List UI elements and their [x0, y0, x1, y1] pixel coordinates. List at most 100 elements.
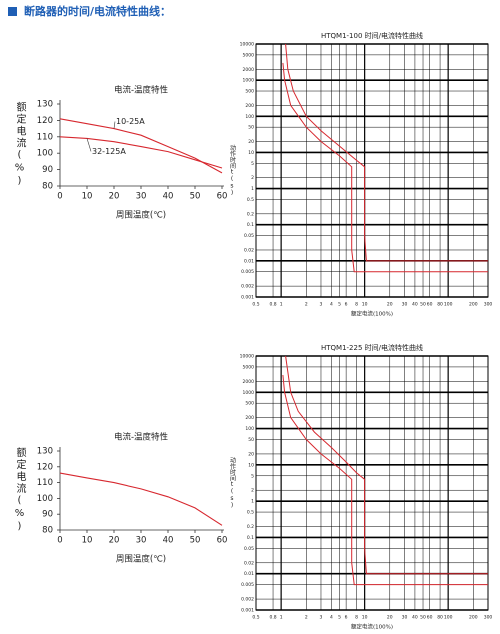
y-tick-label: 0.02: [244, 560, 254, 566]
y-tick-label: 0.5: [247, 510, 254, 516]
y-tick-label: 0.1: [247, 535, 254, 541]
x-tick-label: 200: [469, 302, 478, 308]
y-tick-label: 100: [37, 149, 53, 159]
y-axis-label: 动作时间t(s): [229, 145, 236, 197]
y-tick-label: 100: [245, 114, 254, 120]
curve: [59, 118, 223, 174]
y-tick-label: 0.005: [241, 269, 254, 275]
y-axis-label: 动作时间t(s): [229, 457, 236, 509]
x-tick-label: 40: [412, 302, 418, 308]
x-tick-label: 0.5: [252, 615, 259, 621]
title-bullet: [8, 7, 17, 16]
x-tick-label: 10: [82, 192, 93, 202]
x-tick-label: 10: [82, 536, 93, 546]
y-tick-label: 90: [42, 165, 53, 175]
y-tick-label: 100: [37, 494, 53, 504]
y-tick-label: 0.1: [247, 222, 254, 228]
x-tick-label: 0.5: [252, 302, 259, 308]
curve: [285, 355, 488, 575]
x-tick-label: 8: [355, 302, 358, 308]
x-tick-label: 60: [427, 615, 433, 621]
curve: [59, 136, 223, 169]
y-tick-label: 5000: [243, 52, 255, 58]
x-tick-label: 2: [305, 615, 308, 621]
x-tick-label: 300: [484, 302, 493, 308]
x-tick-label: 40: [163, 192, 174, 202]
y-tick-label: 1: [251, 186, 254, 192]
x-tick-label: 30: [136, 536, 147, 546]
y-tick-label: 50: [248, 125, 254, 131]
x-tick-label: 300: [484, 615, 493, 621]
y-tick-label: 120: [37, 116, 53, 126]
y-tick-label: 10: [248, 462, 254, 468]
x-tick-label: 1: [280, 615, 283, 621]
y-tick-label: 20: [248, 451, 254, 457]
x-tick-label: 30: [402, 615, 408, 621]
x-tick-label: 8: [355, 615, 358, 621]
x-tick-label: 50: [420, 615, 426, 621]
y-tick-label: 200: [245, 103, 254, 109]
y-tick-label: 20: [248, 139, 254, 145]
y-tick-label: 2000: [243, 379, 255, 385]
x-axis-label: 额定电流(100%): [351, 310, 393, 318]
y-tick-label: 0.2: [247, 524, 254, 530]
x-tick-label: 60: [427, 302, 433, 308]
x-tick-label: 40: [412, 615, 418, 621]
y-tick-label: 0.05: [244, 233, 254, 239]
x-axis-label: 额定电流(100%): [351, 623, 393, 631]
x-tick-label: 0.8: [269, 302, 276, 308]
x-tick-label: 6: [345, 615, 348, 621]
series-label: 10-25A: [116, 117, 145, 126]
chart-title: HTQM1-225 时间/电流特性曲线: [321, 343, 423, 352]
x-tick-label: 10: [362, 615, 368, 621]
x-tick-label: 50: [190, 192, 201, 202]
plot-area: [255, 355, 489, 611]
y-tick-label: 0.01: [244, 258, 254, 264]
y-tick-label: 0.002: [241, 597, 254, 603]
y-tick-label: 0.001: [241, 295, 254, 301]
y-tick-label: 2000: [243, 67, 255, 73]
y-tick-label: 90: [42, 510, 53, 520]
y-tick-label: 10000: [240, 42, 254, 48]
y-tick-label: 0.2: [247, 211, 254, 217]
y-tick-label: 130: [37, 100, 53, 110]
x-tick-label: 30: [402, 302, 408, 308]
x-tick-label: 20: [109, 536, 120, 546]
x-tick-label: 3: [320, 615, 323, 621]
x-tick-label: 50: [190, 536, 201, 546]
x-tick-label: 1: [280, 302, 283, 308]
x-tick-label: 30: [136, 192, 147, 202]
y-tick-label: 80: [42, 182, 53, 192]
x-tick-label: 5: [338, 302, 341, 308]
leader-line: [86, 138, 92, 152]
y-tick-label: 0.02: [244, 247, 254, 253]
chart-title: HTQM1-100 时间/电流特性曲线: [321, 31, 423, 40]
x-tick-label: 20: [109, 192, 120, 202]
y-axis-label: 额定电流(%): [14, 100, 26, 188]
y-tick-label: 1000: [243, 390, 255, 396]
chart-title: 电流-温度特性: [114, 432, 169, 443]
x-tick-label: 4: [330, 615, 333, 621]
series-label: 32-125A: [92, 147, 126, 156]
curve: [282, 374, 488, 586]
y-tick-label: 50: [248, 437, 254, 443]
x-tick-label: 2: [305, 302, 308, 308]
y-tick-label: 500: [245, 89, 254, 95]
x-tick-label: 0.8: [269, 615, 276, 621]
y-tick-label: 2: [251, 488, 254, 494]
y-tick-label: 120: [37, 462, 53, 472]
x-tick-label: 100: [444, 302, 453, 308]
curve: [59, 472, 223, 526]
y-tick-label: 100: [245, 426, 254, 432]
x-tick-label: 20: [387, 302, 393, 308]
y-axis-label: 额定电流(%): [14, 446, 26, 534]
curve: [282, 62, 488, 273]
y-tick-label: 500: [245, 401, 254, 407]
x-tick-label: 3: [320, 302, 323, 308]
x-tick-label: 10: [362, 302, 368, 308]
x-tick-label: 0: [57, 536, 62, 546]
x-tick-label: 4: [330, 302, 333, 308]
plot-area: [255, 43, 489, 298]
y-tick-label: 0.01: [244, 571, 254, 577]
y-tick-label: 110: [37, 478, 53, 488]
